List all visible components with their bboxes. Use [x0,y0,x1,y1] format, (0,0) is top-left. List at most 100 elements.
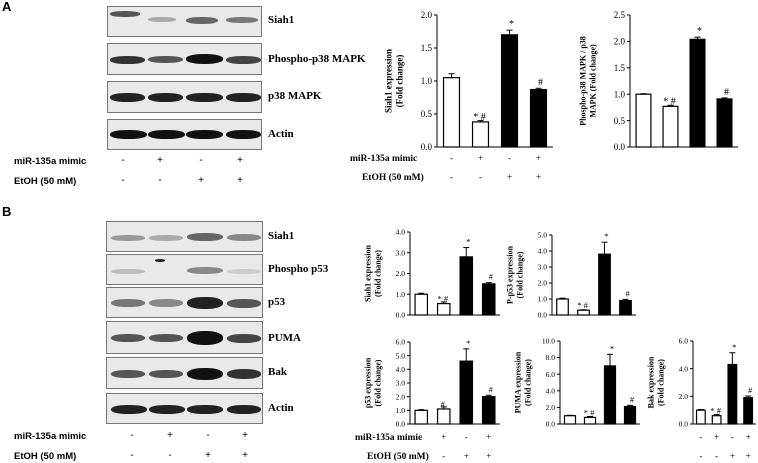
mimic-label: miR-135a mimic [350,154,417,164]
etoh-sign: - [715,451,718,461]
mimic-sign: + [486,432,491,442]
mimic-label: miR-135a mimic [14,156,87,167]
significance-label: # [489,272,494,282]
mimic-sign: + [441,432,446,442]
y-tick-label: 4.0 [396,365,406,374]
y-tick-label: 2.0 [396,269,406,278]
bar [481,396,496,425]
panel-a-letter: A [2,0,12,14]
bar [563,415,577,425]
blot-b-puma [106,321,263,354]
y-tick-label: 2.0 [538,279,548,288]
bar [471,121,490,148]
bar [662,105,679,148]
significance-label: * [466,237,470,247]
y-tick-label: 3.0 [396,248,406,257]
significance-label: * # [473,112,486,123]
y-axis-label: Siah1 expression [383,49,393,113]
significance-label: * # [663,96,676,107]
sign: - [130,430,134,441]
blot-b-siah1 [106,221,263,252]
y-axis-label: Phospho-p38 MAPK / p38 [578,36,587,126]
bar [414,293,429,316]
etoh-label: EtOH (50 mM) [14,176,77,187]
y-tick-label: 2.0 [546,403,556,412]
etoh-label: EtOH (50 mM) [367,451,429,462]
y-tick-label: 8.0 [546,353,556,362]
mimic-sign: - [508,153,511,163]
y-tick-label: 0.0 [396,311,406,320]
blot-label: PUMA [268,332,301,344]
y-tick-label: 2.0 [396,392,406,401]
significance-label: # [538,77,543,88]
blot-label: Actin [268,128,294,140]
mimic-sign: + [746,432,751,442]
y-axis-label: (Fold change) [524,359,533,406]
blot-b-p53 [106,287,263,318]
sign: + [242,450,248,461]
etoh-sign: - [420,451,423,461]
y-tick-label: 2.0 [614,37,626,47]
bar [481,283,496,316]
sign: - [121,155,125,166]
y-tick-label: 1.0 [396,290,406,299]
bar [436,408,451,425]
mimic-sign: + [714,432,719,442]
sign: + [237,155,243,166]
bar [556,298,569,316]
significance-label: # [724,87,729,98]
sign: + [198,175,204,186]
bar [598,253,611,316]
mimic-sign: - [699,432,702,442]
significance-label: * [732,342,736,352]
sign: + [157,155,163,166]
y-axis-label: P-p53 expression [506,246,515,304]
etoh-sign: + [746,451,751,461]
mimic-sign: - [465,432,468,442]
y-axis-label: (Fold change) [374,250,383,297]
y-tick-label: 5.0 [538,231,548,240]
bar [716,98,733,148]
y-tick-label: 2.0 [421,10,433,20]
etoh-sign: + [730,451,735,461]
mimic-sign: + [536,153,541,163]
mimic-label: miR-135a mimic [355,433,422,443]
bar [459,360,474,425]
blot-b-phospho-p53 [106,254,263,285]
bar [529,88,548,148]
blot-a-phospho-p38 [107,43,262,75]
bar [436,302,451,316]
blot-b-actin [106,393,263,424]
mimic-sign: - [420,432,423,442]
blot-label: Actin [268,402,294,414]
y-tick-label: 4.0 [396,228,406,237]
mimic-sign: + [478,153,483,163]
significance-label: * # [584,407,595,417]
y-tick-label: 3.0 [538,263,548,272]
bar [619,300,632,316]
sign: + [242,430,248,441]
etoh-sign: + [464,451,469,461]
bar [623,405,637,425]
bar [459,256,474,316]
sign: + [205,450,211,461]
bar [603,365,617,425]
etoh-sign: - [699,451,702,461]
blot-label: Siah1 [268,14,295,26]
significance-label: * # [710,406,721,416]
bar [689,38,706,148]
y-tick-label: 0.0 [538,311,548,320]
bar [577,309,590,316]
sign: - [199,155,203,166]
y-tick-label: 2.0 [679,392,689,401]
bar [442,77,461,148]
significance-label: # [748,385,753,395]
blot-label: Siah1 [268,230,295,242]
y-tick-label: 0.5 [421,109,433,119]
y-tick-label: 1.0 [421,76,433,86]
y-tick-label: 3.0 [396,379,406,388]
y-tick-label: 5.0 [396,351,406,360]
y-axis-label: (Fold change) [657,359,666,406]
mimic-sign: - [450,153,453,163]
y-axis-label: (Fold change) [374,359,383,406]
